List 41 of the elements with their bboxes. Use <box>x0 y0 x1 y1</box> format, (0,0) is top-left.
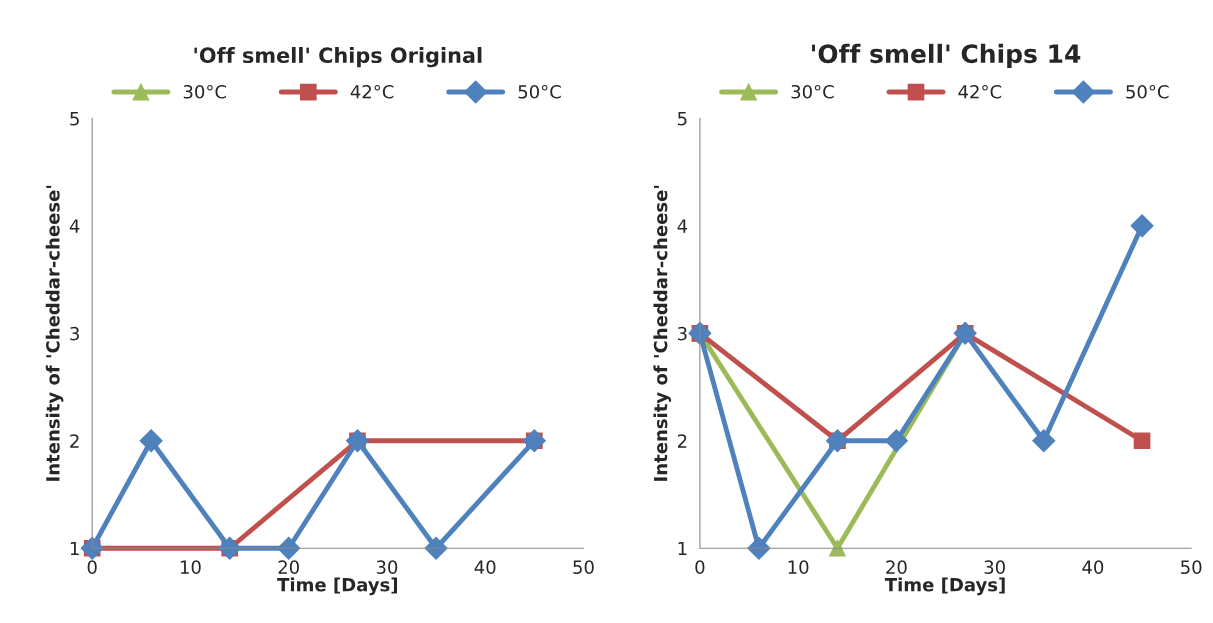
point <box>884 429 908 453</box>
legend-label: 42°C <box>350 84 394 99</box>
y-tick-label: 1 <box>678 541 687 556</box>
x-tick-label: 30 <box>376 560 398 575</box>
x-tick-label: 40 <box>1082 560 1104 575</box>
x-axis-title: Time [Days] <box>884 577 1005 596</box>
y-tick-label: 2 <box>677 434 687 448</box>
y-tick-label: 3 <box>70 326 79 341</box>
x-tick-label: 30 <box>984 560 1005 575</box>
y-tick-label: 4 <box>677 219 688 233</box>
x-axis-title: Time [Days] <box>277 577 398 596</box>
chart-title: 'Off smell' Chips 14 <box>812 43 1081 69</box>
y-axis-title: Intensity of 'Cheddar-cheese' <box>45 185 64 481</box>
x-tick-label: 20 <box>886 560 907 575</box>
y-tick-label: 2 <box>70 434 79 448</box>
point <box>1130 214 1154 238</box>
legend-label: 50°C <box>1126 84 1169 99</box>
point <box>1032 429 1056 453</box>
y-tick-label: 5 <box>678 112 687 126</box>
chart-title: 'Off smell' Chips Original <box>194 46 482 68</box>
x-tick-label: 0 <box>87 560 97 575</box>
y-tick-label: 4 <box>69 219 80 233</box>
legend-label: 42°C <box>958 84 1002 99</box>
y-tick-label: 1 <box>70 541 79 556</box>
x-tick-label: 50 <box>573 560 594 575</box>
point <box>747 536 771 560</box>
legend-label: 50°C <box>518 84 561 99</box>
point <box>825 429 849 453</box>
y-tick-label: 3 <box>677 326 687 341</box>
x-tick-label: 50 <box>1181 560 1202 575</box>
x-tick-label: 20 <box>278 560 299 575</box>
point <box>1133 432 1151 450</box>
x-tick-label: 0 <box>695 560 705 575</box>
y-axis-title: Intensity of 'Cheddar-cheese' <box>653 185 672 481</box>
x-tick-label: 40 <box>474 560 496 575</box>
y-tick-label: 5 <box>70 112 79 126</box>
legend-label: 30°C <box>791 84 834 99</box>
point <box>829 539 846 557</box>
x-tick-label: 10 <box>180 560 201 575</box>
legend-label: 30°C <box>183 84 227 99</box>
x-tick-label: 10 <box>788 560 809 575</box>
